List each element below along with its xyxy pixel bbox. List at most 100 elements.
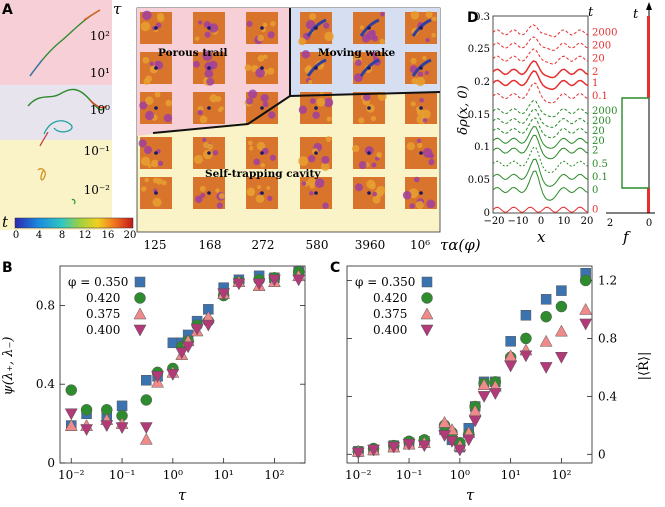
- snapshot-particle: [367, 26, 371, 30]
- x-tick-label: 580: [306, 238, 329, 252]
- snapshot-blob: [255, 67, 265, 78]
- snapshot-particle: [260, 26, 264, 30]
- panel-d-y-label: δρ(x, 0): [456, 85, 471, 134]
- trajectory-1-end: [83, 9, 101, 21]
- snapshot-blob: [422, 118, 428, 123]
- snapshot-particle: [314, 66, 318, 70]
- t-value-label-green: 0.5: [592, 159, 608, 170]
- x-tick-label: 10⁰: [163, 468, 183, 482]
- snapshot-thumbnail: [405, 92, 437, 125]
- trajectory-2: [27, 88, 107, 111]
- snapshot-blob: [193, 60, 200, 68]
- snapshot-blob: [308, 191, 314, 196]
- colorbar-ticks: 0 4 8 12 16 20: [13, 230, 137, 241]
- legend-label: φ = 0.350: [68, 275, 128, 289]
- snapshot-thumbnail: [405, 11, 437, 44]
- snapshot-blob: [429, 153, 435, 159]
- snapshot-thumbnail: [193, 177, 226, 209]
- profile-curve-red: [492, 24, 589, 38]
- data-point: [166, 369, 180, 381]
- profile-curve-green: [492, 99, 589, 118]
- snapshot-thumbnail: [246, 12, 278, 45]
- t-value-label-red: 2: [592, 67, 598, 78]
- snapshot-thumbnail: [246, 177, 278, 209]
- snapshot-blob: [204, 31, 211, 38]
- t-value-label-green: 20: [592, 126, 605, 137]
- snapshot-blob: [208, 23, 219, 33]
- x-tick-label: 168: [199, 238, 222, 252]
- data-point: [488, 388, 502, 400]
- snapshot-thumbnail: [244, 52, 278, 84]
- snapshot-blob: [161, 180, 167, 186]
- snapshot-blob: [359, 25, 365, 30]
- snapshot-particle: [154, 106, 158, 110]
- snapshot-particle: [314, 191, 318, 195]
- snapshot-blob: [144, 110, 155, 121]
- x-tick-label: 10: [558, 216, 571, 227]
- y-tick-label: 0.2: [474, 77, 490, 88]
- snapshot-blob: [209, 94, 218, 103]
- snapshot-blob: [415, 201, 424, 209]
- profile-curve-red: [492, 36, 589, 51]
- snapshot-thumbnail: [193, 137, 225, 169]
- snapshot-particle: [314, 26, 318, 30]
- snapshot-blob: [428, 158, 435, 166]
- snapshot-blob: [142, 56, 150, 64]
- snapshot-particle: [260, 151, 264, 155]
- panel-letter-a: A: [2, 2, 13, 18]
- snapshot-blob: [376, 185, 386, 195]
- snapshot-blob: [212, 150, 219, 156]
- data-point: [579, 302, 593, 315]
- data-point: [520, 332, 532, 345]
- f-tick: 0: [646, 218, 652, 229]
- snapshot-blob: [248, 145, 254, 151]
- snapshot-blob: [269, 154, 277, 161]
- snapshot-blob: [154, 91, 161, 98]
- panel-b-ticks: 10⁻² 10⁻¹ 10⁰ 10¹ 10² 0 0.4 0.8: [36, 298, 305, 482]
- snapshot-blob: [318, 52, 323, 57]
- snapshot-blob: [376, 152, 383, 158]
- snapshot-blob: [257, 34, 264, 42]
- snapshot-blob: [267, 31, 275, 39]
- snapshot-blob: [144, 177, 149, 183]
- snapshot-blob: [263, 54, 268, 60]
- snapshot-blob: [322, 202, 329, 209]
- data-point: [351, 447, 365, 460]
- snapshot-particle: [367, 191, 371, 195]
- snapshot-blob: [355, 59, 362, 66]
- t-value-label-green: 20: [592, 136, 605, 147]
- snapshot-particle: [154, 151, 158, 155]
- legend-marker: [420, 324, 434, 337]
- snapshot-blob: [309, 12, 317, 21]
- snapshot-blob: [358, 161, 367, 169]
- snapshot-blob: [370, 115, 377, 122]
- snapshot-blob: [316, 97, 326, 107]
- legend-marker: [421, 276, 433, 288]
- x-tick-label: 0: [538, 216, 544, 227]
- region-label-cavity: Self-trapping cavity: [205, 168, 321, 180]
- y-tick-label: 10¹: [90, 66, 110, 80]
- data-point: [190, 323, 204, 336]
- snapshot-blob: [309, 98, 316, 104]
- panel-c-y-label: |⟨Ṙ⟩|: [635, 352, 652, 381]
- snapshot-blob: [267, 195, 273, 202]
- snapshot-blob: [199, 185, 206, 192]
- data-point: [579, 318, 593, 331]
- legend-label: 0.400: [373, 323, 407, 337]
- snapshot-thumbnail: [193, 51, 225, 86]
- data-point: [64, 419, 78, 431]
- snapshot-blob: [197, 109, 203, 116]
- snapshot-grid: [138, 10, 437, 209]
- snapshot-blob: [424, 70, 430, 76]
- x-tick-label: 272: [252, 238, 275, 252]
- profile-curve-green: [492, 170, 589, 201]
- snapshot-wake: [359, 18, 380, 37]
- snapshot-thumbnail: [405, 52, 437, 87]
- snapshot-blob: [301, 181, 307, 186]
- snapshot-wake: [411, 18, 432, 37]
- f-green-step: [621, 97, 649, 189]
- x-tick-label: 20: [581, 216, 594, 227]
- snapshot-blob: [262, 101, 269, 108]
- t-value-label-red: 20: [592, 54, 605, 65]
- tau-alpha-axis-label: τα(φ): [440, 236, 481, 254]
